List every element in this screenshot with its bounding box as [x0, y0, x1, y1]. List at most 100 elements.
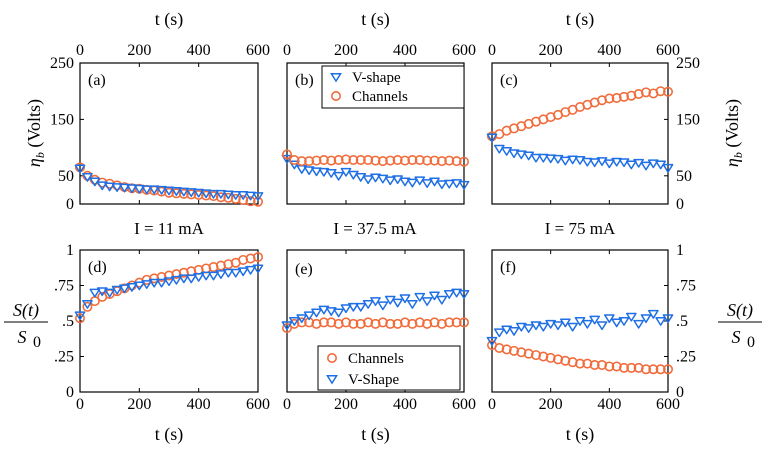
channels-point [633, 362, 644, 373]
plot-frame [79, 62, 259, 205]
y-tick-label: 50 [58, 168, 74, 185]
vshape-point [384, 176, 396, 186]
vshape-point [237, 191, 249, 200]
left-s-ratio-label: S(t) S 0 [4, 300, 48, 351]
vshape-point [348, 302, 359, 312]
channels-point [171, 188, 182, 199]
channels-point [451, 156, 462, 167]
vshape-point [355, 172, 367, 182]
vshape-series [74, 264, 264, 321]
vshape-point [618, 158, 630, 168]
channels-point [618, 91, 629, 102]
vshape-point [333, 308, 344, 318]
x-axis-label: t (s) [566, 424, 595, 445]
vshape-point [523, 151, 535, 161]
vshape-point [148, 278, 160, 288]
vshape-point [399, 294, 411, 304]
channels-point [208, 191, 219, 202]
channels-point [494, 342, 505, 353]
left-eta-axis-label: ηb (Volts) [24, 99, 47, 167]
channels-point [596, 360, 607, 371]
vshape-point [392, 298, 403, 308]
vshape-point [289, 160, 300, 170]
x-tick-label: 200 [334, 42, 358, 59]
vshape-point [545, 154, 557, 164]
channels-point [340, 154, 351, 165]
y-tick-label: .25 [676, 349, 696, 366]
vshape-point [633, 158, 645, 168]
vshape-point [178, 187, 190, 197]
channels-point [296, 317, 307, 328]
s-ratio-denominator-sub: 0 [747, 334, 755, 351]
vshape-point [523, 324, 535, 333]
vshape-point [515, 150, 527, 160]
vshape-point [96, 181, 108, 191]
channels-point [611, 361, 622, 372]
x-tick-label: 200 [127, 42, 151, 59]
vshape-point [603, 159, 615, 169]
channels-point [422, 155, 433, 166]
channels-point [560, 355, 571, 366]
vshape-point [421, 297, 433, 307]
y-tick-label: 1 [66, 242, 74, 259]
channels-point [253, 196, 264, 207]
condition-label: I = 11 mA [134, 219, 205, 238]
channels-point [363, 317, 374, 328]
panel-b: 0 200 400 600 t (s) (b) [281, 9, 476, 205]
vshape-point [407, 299, 418, 309]
vshape-point [200, 271, 212, 281]
vshape-series [281, 154, 470, 190]
vshape-point [515, 322, 527, 332]
vshape-point [501, 325, 513, 335]
channels-point [422, 318, 433, 329]
s-ratio-numerator: S(t) [13, 300, 39, 321]
channels-point [355, 155, 366, 166]
channels-point [662, 86, 673, 97]
vshape-point [252, 192, 264, 201]
channels-point [444, 155, 455, 166]
vshape-point [296, 314, 308, 324]
vshape-point [156, 185, 167, 195]
channels-point [407, 155, 418, 166]
channels-point [385, 318, 396, 329]
channels-point [370, 318, 381, 329]
channels-point [296, 156, 307, 167]
legend-box [321, 65, 465, 109]
channels-point [655, 86, 666, 97]
channels-point [429, 155, 440, 166]
vshape-point [119, 183, 130, 193]
panel-label: (f) [500, 259, 516, 276]
legend-vshape-label: V-Shape [348, 372, 399, 388]
channels-point [399, 155, 410, 166]
x-tick-label: 400 [393, 396, 417, 413]
vshape-point [647, 159, 659, 169]
vshape-point [537, 322, 549, 332]
vshape-point [141, 185, 153, 195]
channels-point [574, 358, 585, 369]
channels-point [655, 364, 666, 375]
x-tick-label: 400 [597, 396, 621, 413]
y-tick-label: 150 [676, 111, 700, 128]
channels-point [289, 155, 300, 166]
vshape-point [501, 147, 513, 156]
legend-vshape-label: V-shape [352, 70, 401, 86]
vshape-point [193, 188, 205, 198]
vshape-point [574, 317, 586, 326]
legend-channels-marker [326, 352, 337, 363]
channels-point [618, 362, 629, 373]
legend-vshape-marker [330, 73, 342, 83]
channels-point [662, 364, 673, 375]
vshape-point [486, 336, 498, 346]
panel-label: (d) [88, 259, 107, 276]
vshape-series [486, 133, 674, 173]
s-ratio-denominator-sub: 0 [33, 334, 41, 351]
vshape-point [589, 158, 601, 168]
channels-point [604, 93, 615, 104]
channels-point [82, 301, 93, 312]
vshape-point [414, 176, 426, 186]
x-axis-label: t (s) [155, 9, 184, 30]
vshape-point [133, 281, 145, 291]
channels-point [215, 192, 226, 203]
vshape-point [230, 268, 242, 278]
channels-point [582, 358, 593, 369]
